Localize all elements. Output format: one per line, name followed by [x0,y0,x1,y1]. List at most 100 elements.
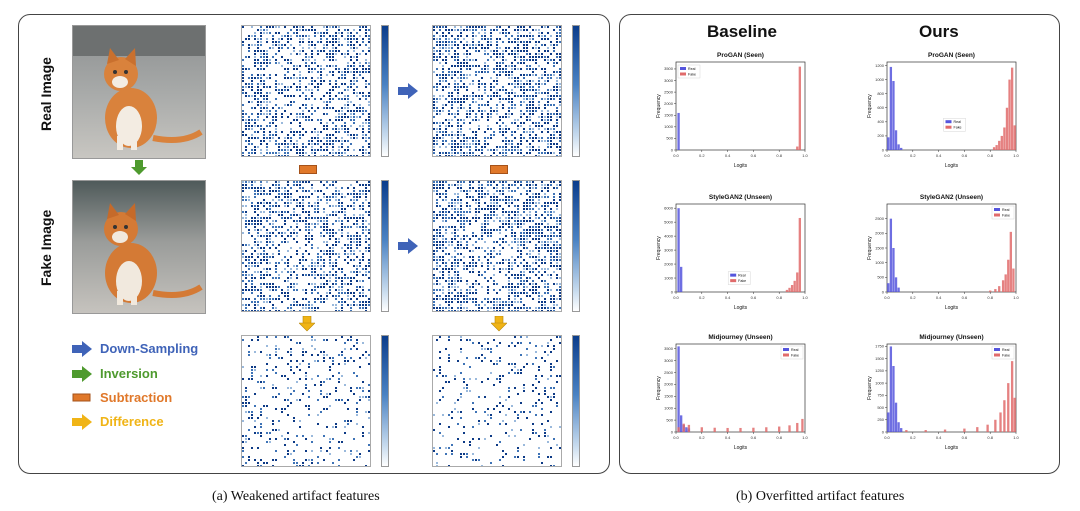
legend-label-real: Real [738,274,746,278]
arrow-right-icon [72,341,92,357]
fake-bar [713,427,716,432]
x-tick-label: 0.8 [987,153,993,158]
y-tick-label: 0 [671,147,674,152]
subtraction-icon [299,165,317,174]
legend-swatch-real [680,67,686,70]
x-tick-label: 0.4 [725,435,731,440]
x-tick-label: 0.2 [699,295,705,300]
legend-label-fake: Fake [1002,214,1010,218]
fake-bar [1010,361,1014,432]
x-tick-label: 0.6 [751,295,757,300]
fake-bar [989,290,992,292]
fake-bar [986,424,989,432]
legend-label-fake: Fake [791,354,799,358]
caption-a: (a) Weakened artifact features [212,489,380,504]
x-axis-label: Logits [945,163,959,169]
legend-label-fake: Fake [738,279,746,283]
fake-bar [992,147,996,150]
fake-bar [1003,127,1006,150]
fake-bar [1004,274,1007,292]
x-tick-label: 1.0 [1013,435,1019,440]
fake-bar [998,140,1001,150]
fake-bar [796,422,799,432]
x-tick-label: 1.0 [802,153,808,158]
y-tick-label: 600 [877,105,884,110]
fake-bar [1005,107,1009,150]
difference-map [241,335,371,467]
x-tick-label: 1.0 [802,295,808,300]
histogram-baseline-stylegan2: StyleGAN2 (Unseen) 0.0 0.2 0.4 0.6 0.8 1.0 0 100… [656,190,811,312]
plot-frame [886,61,1017,151]
fake-bar [752,427,755,432]
column-title-baseline: Baseline [707,22,777,41]
real-bar [685,427,688,432]
fake-bar [1010,67,1014,150]
x-tick-label: 0.4 [936,295,942,300]
chart-title: Midjourney (Unseen) [919,334,983,341]
fake-bar [793,280,796,292]
down-sampling-arrow-icon [398,83,418,99]
real-bar [892,81,895,150]
y-tick-label: 200 [877,133,884,138]
legend-label: Difference [100,414,164,429]
x-tick-label: 0.2 [910,295,916,300]
fake-bar [801,418,804,432]
fake-bar [1012,268,1015,292]
real-bar [892,248,895,292]
x-tick-label: 0.8 [776,435,782,440]
fake-bar [1008,79,1011,150]
fake-bar [677,427,680,432]
legend-swatch-real [730,273,737,277]
colorbar [381,180,389,312]
y-tick-label: 1750 [875,344,885,349]
real-bar [894,277,898,292]
y-tick-label: 1000 [875,77,885,82]
x-axis-label: Logits [734,445,748,451]
colorbar [381,25,389,157]
fake-bar [905,430,908,432]
legend-label-fake: Fake [954,126,962,130]
legend-swatch-fake [994,213,1000,217]
legend-label-fake: Fake [688,73,696,77]
histogram-svg: ProGAN (Seen) 0.0 0.2 0.4 0.6 0.8 1.0 0 500 1000 1… [656,52,809,169]
y-tick-label: 1000 [875,260,885,265]
y-tick-label: 1500 [875,245,885,250]
y-tick-label: 0 [671,289,674,294]
fake-bar [778,426,781,432]
chart-title: StyleGAN2 (Unseen) [709,194,772,201]
real-bar [897,144,900,150]
fake-bar [924,430,927,432]
y-tick-label: 750 [877,393,884,398]
x-tick-label: 0.0 [673,153,679,158]
y-axis-label: Frequency [867,376,873,400]
y-tick-label: 4000 [664,233,674,238]
legend-down-sampling: Down-Sampling [72,341,198,359]
real-bar [894,402,898,432]
x-tick-label: 0.6 [751,153,757,158]
inversion-arrow-icon [131,160,147,175]
real-bar [679,415,683,432]
legend-swatch-fake [730,279,737,283]
real-bar [894,130,898,150]
x-axis-label: Logits [945,445,959,451]
difference-arrow-icon [299,316,315,332]
noise-texture [242,181,370,311]
real-bar [677,346,680,432]
panel-overfitted-artifacts [619,14,1060,474]
chart-title: StyleGAN2 (Unseen) [920,194,983,201]
x-tick-label: 0.2 [699,435,705,440]
fake-cat-image [72,180,206,314]
y-axis-label: Frequency [867,94,873,118]
row-label-real: Real Image [38,57,54,131]
y-tick-label: 3500 [664,346,674,351]
x-tick-label: 0.4 [936,153,942,158]
histogram-ours-stylegan2: StyleGAN2 (Unseen) 0.0 0.2 0.4 0.6 0.8 1.0 0 500… [867,190,1022,312]
y-tick-label: 1200 [875,63,885,68]
real-bar [679,266,683,292]
x-tick-label: 0.2 [910,153,916,158]
noise-texture [242,336,370,466]
x-tick-label: 0.0 [884,435,890,440]
noise-texture [433,26,561,156]
x-tick-label: 1.0 [802,435,808,440]
y-tick-label: 500 [877,275,884,280]
